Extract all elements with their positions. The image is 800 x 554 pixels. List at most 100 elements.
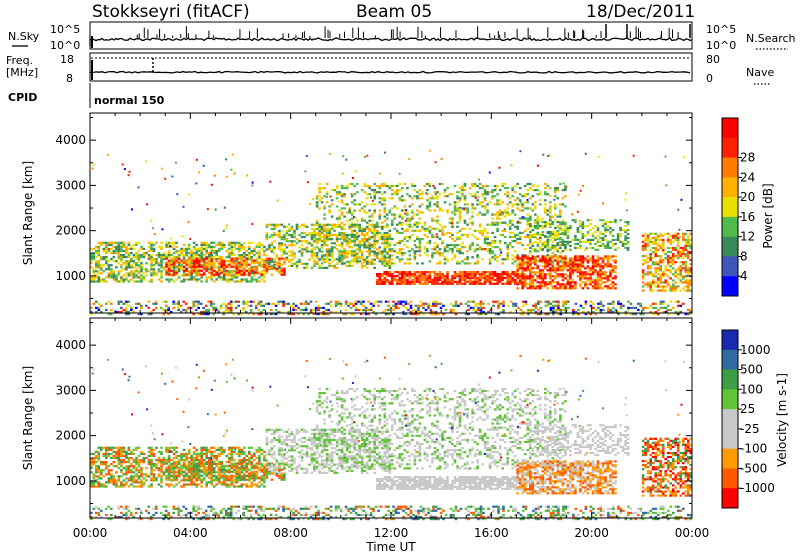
echo-cell [130, 264, 133, 267]
echo-cell [501, 229, 504, 232]
echo-cell [574, 246, 577, 249]
echo-cell [230, 271, 234, 274]
echo-cell [661, 285, 665, 288]
echo-cell [452, 304, 455, 307]
echo-cell [376, 184, 379, 188]
echo-cell [243, 273, 246, 276]
echo-cell [574, 261, 577, 264]
echo-cell [270, 236, 274, 239]
echo-cell [527, 308, 530, 312]
echo-cell [182, 249, 186, 253]
echo-cell [150, 266, 153, 269]
echo-cell [518, 235, 522, 239]
echo-cell [589, 223, 592, 226]
echo-cell [142, 276, 146, 279]
echo-cell [518, 273, 522, 276]
echo-cell [240, 271, 244, 274]
echo-cell [388, 244, 392, 247]
echo-cell [365, 227, 369, 230]
echo-cell [554, 191, 557, 194]
echo-cell [152, 260, 156, 263]
echo-cell [518, 275, 522, 278]
echo-cell [232, 252, 235, 255]
echo-cell [451, 276, 454, 280]
echo-cell [599, 300, 603, 303]
echo-cell [421, 203, 424, 206]
echo-cell [411, 184, 414, 188]
echo-cell [684, 269, 688, 272]
echo-cell [592, 306, 595, 309]
echo-cell [323, 205, 326, 208]
echo-cell [391, 193, 394, 196]
echo-cell [576, 257, 580, 260]
echo-cell [175, 265, 178, 268]
echo-cell [642, 313, 645, 316]
echo-cell [619, 219, 622, 222]
echo-cell [418, 271, 422, 274]
echo-cell [566, 227, 570, 230]
echo-cell [240, 273, 244, 276]
echo-cell [526, 283, 530, 286]
echo-cell [210, 262, 213, 265]
echo-cell [468, 187, 472, 190]
echo-cell [551, 269, 555, 272]
echo-cell [549, 246, 552, 249]
echo-cell [471, 276, 474, 280]
echo-cell [541, 257, 545, 260]
echo-cell [534, 227, 537, 230]
echo-cell [481, 282, 484, 285]
echo-cell [312, 308, 315, 312]
echo-cell [210, 183, 213, 186]
echo-cell [335, 235, 339, 239]
echo-cell [172, 302, 175, 305]
y-tick-label: 1000 [55, 269, 86, 283]
echo-cell [348, 209, 351, 212]
echo-cell [330, 246, 334, 249]
echo-cell [117, 241, 121, 244]
echo-cell [132, 266, 136, 269]
echo-cell [383, 215, 387, 218]
echo-cell [491, 242, 494, 245]
echo-cell [626, 248, 630, 251]
echo-cell [571, 259, 575, 262]
echo-cell [477, 302, 480, 305]
echo-cell [554, 233, 557, 236]
echo-cell [609, 279, 612, 282]
echo-cell [217, 308, 220, 312]
echo-cell [386, 256, 389, 259]
echo-cell [431, 197, 434, 200]
echo-cell [641, 240, 645, 243]
echo-cell [289, 304, 293, 307]
echo-cell [554, 310, 558, 314]
echo-cell [614, 221, 617, 224]
echo-cell [448, 235, 452, 239]
echo-cell [674, 246, 677, 250]
echo-cell [270, 264, 274, 267]
echo-cell [611, 234, 615, 238]
echo-cell [197, 256, 201, 259]
echo-cell [614, 259, 617, 262]
echo-cell [370, 225, 374, 228]
echo-cell [248, 254, 251, 257]
echo-cell [437, 302, 440, 305]
echo-cell [604, 263, 607, 266]
echo-cell [659, 273, 662, 276]
echo-cell [213, 174, 216, 177]
echo-cell [657, 308, 660, 312]
echo-cell [541, 227, 545, 230]
echo-cell [418, 246, 422, 249]
echo-cell [240, 247, 244, 250]
echo-cell [252, 300, 255, 303]
echo-cell [488, 271, 492, 274]
echo-cell [428, 271, 432, 274]
echo-cell [225, 280, 229, 283]
echo-cell [228, 256, 231, 259]
echo-cell [120, 243, 123, 246]
echo-cell [365, 231, 369, 235]
echo-cell [471, 215, 474, 218]
echo-cell [451, 237, 454, 241]
echo-cell [488, 250, 492, 253]
echo-cell [419, 310, 423, 314]
echo-cell [651, 289, 655, 292]
echo-cell [426, 199, 429, 202]
